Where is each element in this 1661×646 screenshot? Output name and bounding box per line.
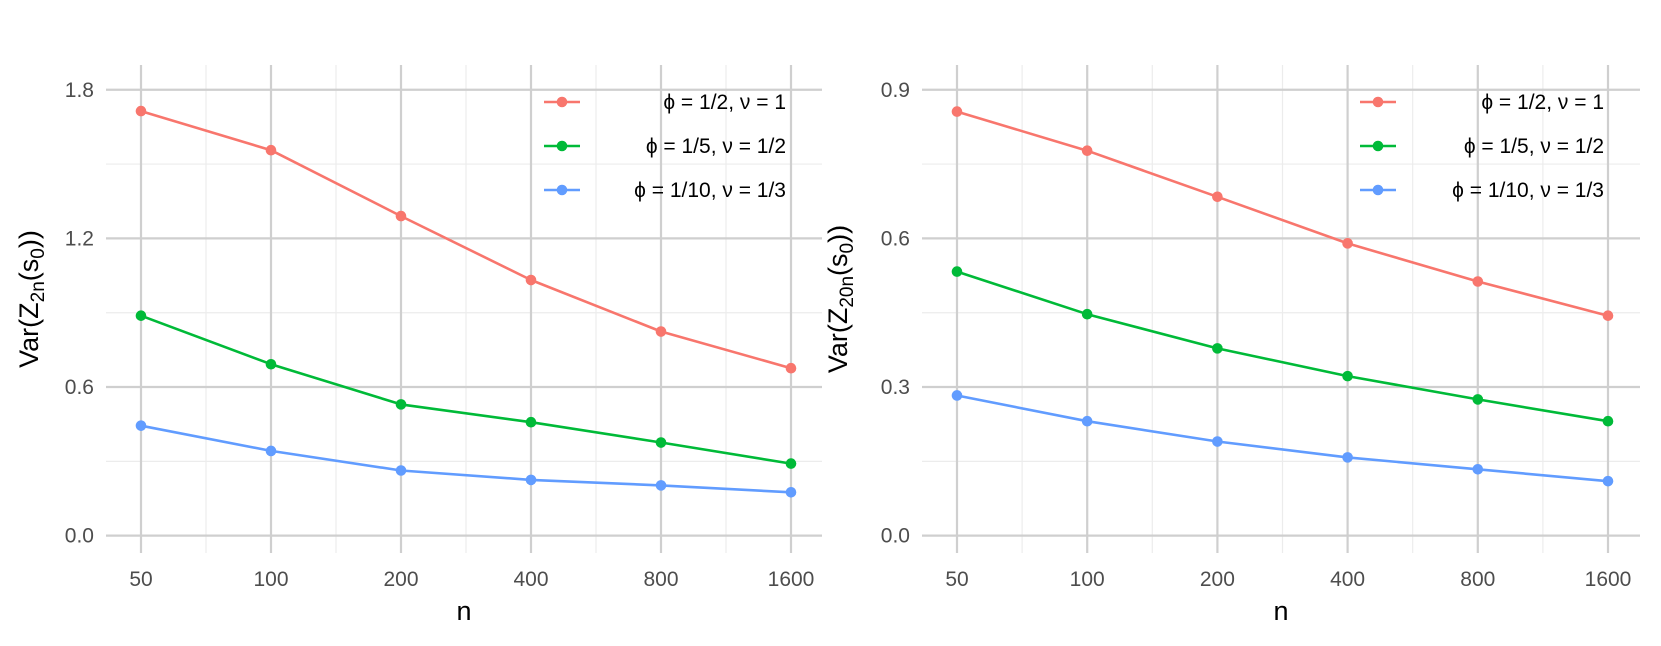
legend-label: ϕ = 1/5, ν = 1/2 <box>646 135 786 158</box>
data-point <box>395 465 407 476</box>
x-tick-label: 200 <box>383 568 418 591</box>
data-point <box>785 458 797 469</box>
series-line <box>956 394 1609 483</box>
data-point <box>785 487 797 498</box>
series-1 <box>135 105 797 374</box>
legend: ϕ = 1/2, ν = 1 ϕ = 1/5, ν = 1/2 ϕ = 1/10, … <box>1360 91 1604 202</box>
legend-item: ϕ = 1/10, ν = 1/3 <box>544 179 786 202</box>
data-point <box>395 399 407 410</box>
x-tick-label: 100 <box>1070 568 1105 591</box>
data-point <box>951 266 963 277</box>
legend-label: ϕ = 1/10, ν = 1/3 <box>634 179 786 202</box>
legend-label: ϕ = 1/2, ν = 1 <box>663 91 786 114</box>
data-point <box>1602 415 1614 427</box>
y-tick-label: 0.6 <box>881 227 910 250</box>
legend-item: ϕ = 1/2, ν = 1 <box>1360 91 1604 114</box>
legend-label: ϕ = 1/5, ν = 1/2 <box>1464 135 1604 158</box>
legend-item: ϕ = 1/10, ν = 1/3 <box>1360 179 1604 202</box>
data-point <box>1212 191 1223 203</box>
x-tick-label: 800 <box>643 568 678 591</box>
data-point <box>265 358 277 370</box>
x-tick-label: 400 <box>1330 568 1365 591</box>
data-point <box>395 210 407 222</box>
data-point <box>135 420 147 431</box>
y-tick-label: 1.8 <box>65 79 94 102</box>
y-axis-title: Var(Z2n(s0)) <box>14 230 49 368</box>
x-tick-label: 1600 <box>1585 568 1632 591</box>
series-2 <box>135 310 797 469</box>
gridlines <box>922 65 1640 553</box>
y-tick-label: 1.2 <box>65 227 94 250</box>
x-tick-label: 400 <box>513 568 548 591</box>
data-point <box>1081 308 1093 320</box>
data-point <box>655 437 667 448</box>
data-point <box>1472 276 1484 287</box>
data-point <box>1472 394 1484 405</box>
data-point <box>265 445 277 457</box>
data-point <box>525 416 537 428</box>
data-point <box>655 326 667 337</box>
series-3 <box>951 390 1614 487</box>
data-point <box>655 480 667 491</box>
data-point <box>265 144 277 156</box>
y-tick-label: 0.9 <box>881 79 910 102</box>
legend-key-point <box>1372 184 1384 196</box>
series-3 <box>135 420 797 498</box>
chart-panel-2: 0.0 0.3 0.6 0.9 50 100 200 400 800 1600 n Var(Z20n(… <box>823 65 1640 626</box>
legend-item: ϕ = 1/2, ν = 1 <box>544 91 786 114</box>
series-2 <box>951 266 1614 427</box>
data-point <box>951 390 963 401</box>
legend-key-point <box>1372 140 1384 152</box>
x-axis-title: n <box>456 596 471 626</box>
data-point <box>135 105 147 117</box>
legend-key-point <box>556 184 568 196</box>
legend-item: ϕ = 1/5, ν = 1/2 <box>1360 135 1604 158</box>
data-point <box>1342 238 1353 249</box>
data-point <box>1472 463 1484 475</box>
legend-item: ϕ = 1/5, ν = 1/2 <box>544 135 786 158</box>
legend-label: ϕ = 1/2, ν = 1 <box>1481 91 1604 114</box>
y-axis-title: Var(Z20n(s0)) <box>823 225 858 373</box>
x-tick-label: 200 <box>1200 568 1235 591</box>
y-tick-label: 0.0 <box>65 525 94 548</box>
x-tick-label: 1600 <box>768 568 815 591</box>
series-line <box>140 314 792 465</box>
data-point <box>785 362 797 374</box>
data-point <box>951 106 963 117</box>
series-1 <box>951 106 1614 321</box>
data-point <box>1342 370 1353 382</box>
data-point <box>1212 343 1223 354</box>
chart-panel-1: 0.0 0.6 1.2 1.8 50 100 200 400 800 1600 n Var(Z2n(s… <box>14 65 822 626</box>
y-tick-label: 0.3 <box>881 376 910 399</box>
legend: ϕ = 1/2, ν = 1 ϕ = 1/5, ν = 1/2 ϕ = 1/10, … <box>544 91 786 202</box>
series-line <box>956 110 1609 317</box>
series-line <box>956 270 1609 423</box>
legend-key-point <box>1372 96 1384 108</box>
legend-key-point <box>556 96 568 108</box>
x-tick-label: 800 <box>1460 568 1495 591</box>
y-tick-label: 0.6 <box>65 376 94 399</box>
series-line <box>140 109 792 370</box>
gridlines <box>106 65 822 553</box>
legend-key-point <box>556 140 568 152</box>
data-point <box>1602 310 1614 321</box>
x-axis-title: n <box>1273 596 1288 626</box>
data-point <box>1212 436 1223 447</box>
series-line <box>140 424 792 494</box>
data-point <box>135 310 147 321</box>
legend-label: ϕ = 1/10, ν = 1/3 <box>1452 179 1604 202</box>
data-point <box>1081 145 1093 157</box>
data-point <box>1081 415 1093 427</box>
data-point <box>1602 475 1614 487</box>
data-point <box>1342 452 1353 463</box>
x-tick-label: 50 <box>129 568 152 591</box>
x-tick-label: 100 <box>253 568 288 591</box>
data-point <box>525 474 537 486</box>
y-tick-label: 0.0 <box>881 525 910 548</box>
data-point <box>525 274 537 286</box>
x-tick-label: 50 <box>945 568 968 591</box>
